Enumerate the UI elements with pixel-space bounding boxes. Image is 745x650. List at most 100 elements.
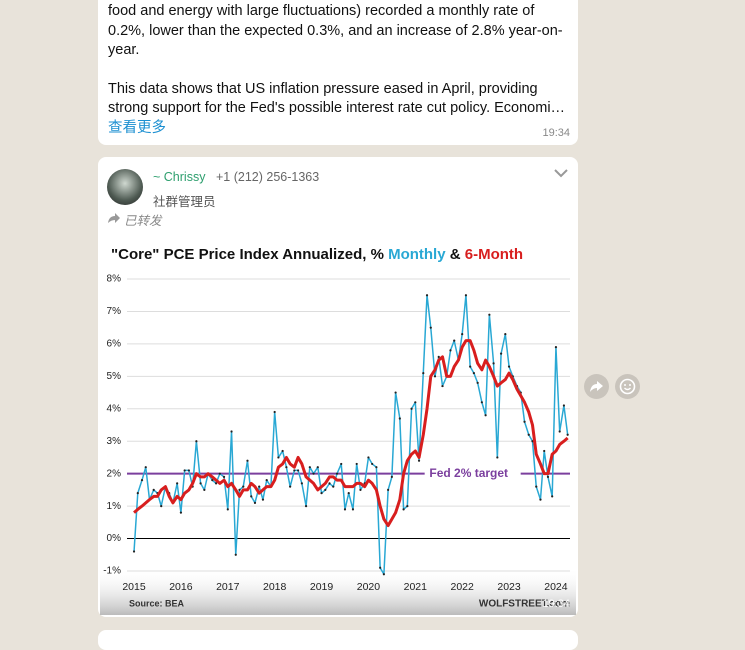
data-point bbox=[371, 462, 374, 466]
data-point bbox=[297, 469, 300, 472]
emoji-icon bbox=[619, 378, 636, 395]
x-tick-label: 2021 bbox=[404, 581, 428, 593]
avatar[interactable] bbox=[107, 169, 143, 205]
x-tick-label: 2019 bbox=[310, 581, 334, 593]
data-point bbox=[281, 449, 284, 453]
data-point bbox=[390, 475, 393, 479]
data-point bbox=[214, 482, 218, 485]
chart-footer-shade bbox=[100, 568, 576, 615]
data-point bbox=[293, 469, 296, 472]
data-point bbox=[308, 466, 311, 469]
data-point bbox=[379, 566, 382, 569]
data-point bbox=[234, 553, 237, 556]
y-tick-label: 0% bbox=[107, 533, 122, 544]
data-point bbox=[203, 488, 206, 491]
data-point bbox=[554, 346, 558, 349]
data-point bbox=[367, 456, 370, 459]
data-point bbox=[265, 479, 268, 482]
data-point bbox=[387, 488, 390, 491]
message-bubble bbox=[98, 630, 578, 650]
chart-title: "Core" PCE Price Index Annualized, % Mon… bbox=[111, 246, 523, 263]
data-point bbox=[394, 391, 397, 394]
title-monthly: Monthly bbox=[388, 246, 446, 263]
data-point bbox=[499, 352, 503, 355]
forwarded-label: 已转发 bbox=[124, 214, 162, 228]
menu-chevron[interactable] bbox=[553, 167, 569, 179]
data-point bbox=[558, 430, 561, 433]
data-point bbox=[300, 482, 303, 485]
data-point bbox=[347, 492, 350, 495]
data-point bbox=[527, 433, 530, 436]
data-point bbox=[546, 475, 550, 479]
y-tick-label: 1% bbox=[107, 501, 122, 512]
data-point bbox=[335, 472, 339, 475]
data-point bbox=[469, 365, 472, 368]
data-point bbox=[211, 479, 214, 482]
data-point bbox=[246, 459, 249, 462]
data-point bbox=[226, 508, 229, 511]
data-point bbox=[551, 495, 554, 498]
data-point bbox=[152, 488, 155, 491]
data-point bbox=[562, 404, 566, 407]
read-more-link[interactable]: 查看更多 bbox=[108, 119, 166, 136]
sender-name[interactable]: ~ Chrissy bbox=[153, 170, 206, 184]
message-text: This data shows that US inflation pressu… bbox=[98, 80, 578, 139]
series-line bbox=[133, 339, 569, 528]
title-six: 6-Month bbox=[465, 246, 523, 263]
data-point bbox=[230, 430, 233, 433]
data-point bbox=[144, 466, 147, 469]
data-point bbox=[160, 505, 163, 508]
data-point bbox=[507, 365, 511, 368]
data-point bbox=[253, 501, 257, 504]
source: Source: BEA bbox=[129, 598, 185, 608]
x-tick-label: 2017 bbox=[216, 581, 240, 593]
data-point bbox=[461, 333, 464, 336]
data-point bbox=[488, 313, 491, 316]
data-point bbox=[136, 492, 139, 495]
data-point bbox=[261, 498, 265, 501]
credit: WOLFSTREET.com bbox=[479, 599, 570, 610]
data-point bbox=[258, 485, 261, 488]
data-point bbox=[496, 456, 499, 459]
data-point bbox=[480, 401, 483, 404]
share-icon bbox=[590, 381, 603, 392]
data-point bbox=[398, 417, 401, 420]
x-tick-label: 2024 bbox=[544, 581, 568, 593]
emoji-button[interactable] bbox=[615, 374, 640, 399]
data-point bbox=[140, 479, 144, 482]
y-tick-label: 7% bbox=[107, 306, 122, 317]
data-point bbox=[382, 573, 385, 576]
chart-background bbox=[100, 238, 576, 615]
forward-icon bbox=[108, 213, 120, 223]
timestamp: 19:34 bbox=[542, 127, 570, 139]
message-bubble: food and energy with large fluctuations)… bbox=[98, 0, 578, 145]
data-point bbox=[375, 466, 378, 469]
data-point bbox=[417, 459, 421, 462]
y-tick-label: 3% bbox=[107, 436, 122, 447]
data-point bbox=[472, 371, 475, 375]
share-button[interactable] bbox=[584, 374, 609, 399]
data-point bbox=[422, 371, 425, 375]
data-point bbox=[441, 384, 444, 388]
data-point bbox=[355, 462, 358, 466]
x-tick-label: 2023 bbox=[497, 581, 521, 593]
data-point bbox=[566, 433, 569, 436]
data-point bbox=[410, 407, 413, 410]
data-point bbox=[187, 469, 190, 472]
data-point bbox=[179, 511, 183, 514]
timestamp: 19:34 bbox=[542, 598, 570, 610]
data-point bbox=[277, 456, 280, 459]
data-point bbox=[328, 482, 331, 485]
data-point bbox=[285, 466, 288, 469]
data-point bbox=[304, 505, 308, 508]
data-point bbox=[195, 440, 198, 443]
message-text: This data shows that US inflation pressu… bbox=[108, 80, 566, 117]
y-tick-label: 8% bbox=[107, 274, 122, 285]
chart-image[interactable]: "Core" PCE Price Index Annualized, % Mon… bbox=[100, 238, 576, 615]
data-point bbox=[316, 466, 319, 469]
data-point bbox=[340, 462, 343, 466]
x-tick-label: 2016 bbox=[169, 581, 193, 593]
data-point bbox=[320, 492, 323, 495]
x-tick-label: 2018 bbox=[263, 581, 287, 593]
sender-phone: +1 (212) 256-1363 bbox=[216, 170, 320, 184]
